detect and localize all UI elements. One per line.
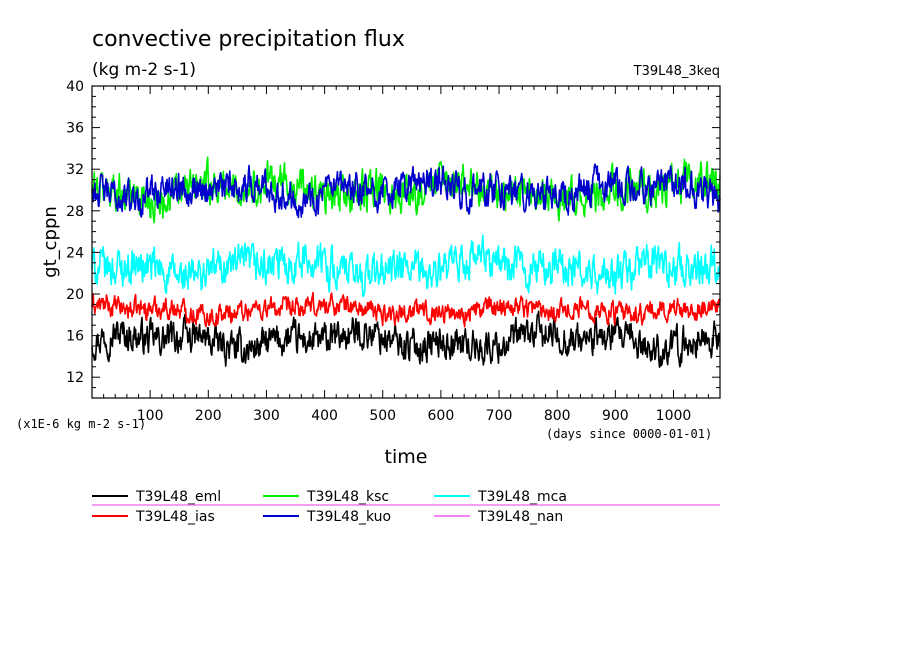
run-label: T39L48_3keq bbox=[633, 64, 720, 79]
x-tick-label: 300 bbox=[253, 408, 280, 424]
legend: T39L48_eml T39L48_ias T39L48_ksc T39L48_kuo… bbox=[92, 489, 720, 525]
series-line-t39l48-ias bbox=[91, 291, 721, 328]
y-tick-label: 12 bbox=[66, 370, 84, 386]
axis-ticks: 100 200 300 400 500 600 700 800 900 1000 12 16 20 24 2… bbox=[66, 79, 720, 424]
x-tick-label: 900 bbox=[602, 408, 629, 424]
chart-title: convective precipitation flux bbox=[92, 27, 405, 52]
series-line-t39l48-eml bbox=[91, 310, 721, 368]
x-axis-label: time bbox=[385, 446, 428, 468]
x-tick-label: 200 bbox=[195, 408, 222, 424]
y-tick-label: 28 bbox=[66, 204, 84, 220]
x-tick-label: 100 bbox=[137, 408, 164, 424]
series-line-t39l48-mca bbox=[91, 234, 721, 298]
series-line-t39l48-ksc bbox=[91, 156, 721, 224]
legend-label: T39L48_mca bbox=[477, 489, 567, 505]
plot-lines bbox=[91, 156, 721, 368]
x-tick-label: 1000 bbox=[656, 408, 692, 424]
legend-label: T39L48_nan bbox=[477, 509, 563, 525]
y-tick-label: 36 bbox=[66, 121, 84, 137]
x-tick-label: 600 bbox=[428, 408, 455, 424]
y-tick-label: 40 bbox=[66, 79, 84, 95]
legend-label: T39L48_eml bbox=[135, 489, 221, 505]
x-unit-note: (days since 0000-01-01) bbox=[546, 427, 712, 441]
y-tick-label: 20 bbox=[66, 287, 84, 303]
y-tick-label: 16 bbox=[66, 329, 84, 345]
legend-label: T39L48_ksc bbox=[306, 489, 389, 505]
x-tick-label: 400 bbox=[311, 408, 338, 424]
y-axis-label: gt_cppn bbox=[40, 206, 61, 278]
y-tick-label: 24 bbox=[66, 245, 84, 261]
y-unit-note: (x1E-6 kg m-2 s-1) bbox=[16, 417, 146, 431]
x-tick-label: 700 bbox=[486, 408, 513, 424]
x-tick-label: 500 bbox=[369, 408, 396, 424]
series-line-t39l48-kuo bbox=[91, 163, 721, 219]
y-tick-label: 32 bbox=[66, 162, 84, 178]
chart-subtitle: (kg m-2 s-1) bbox=[92, 60, 196, 80]
legend-label: T39L48_kuo bbox=[306, 509, 391, 525]
legend-label: T39L48_ias bbox=[135, 509, 215, 525]
x-tick-label: 800 bbox=[544, 408, 571, 424]
